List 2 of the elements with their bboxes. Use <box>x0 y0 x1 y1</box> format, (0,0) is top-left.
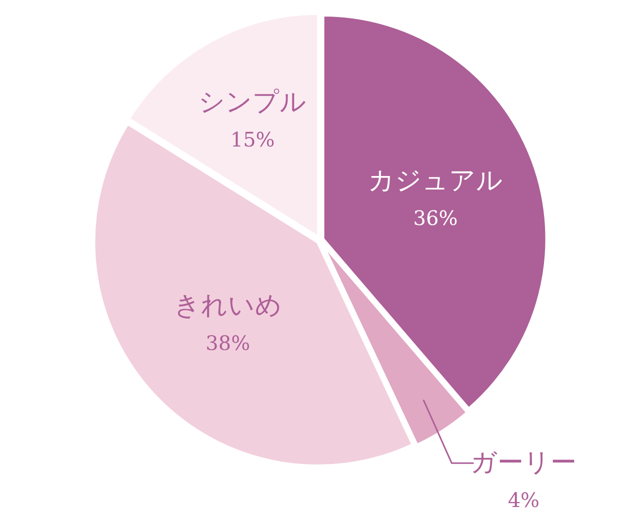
data-label: 4% <box>508 488 540 508</box>
slice-label: ガーリー <box>470 448 577 478</box>
